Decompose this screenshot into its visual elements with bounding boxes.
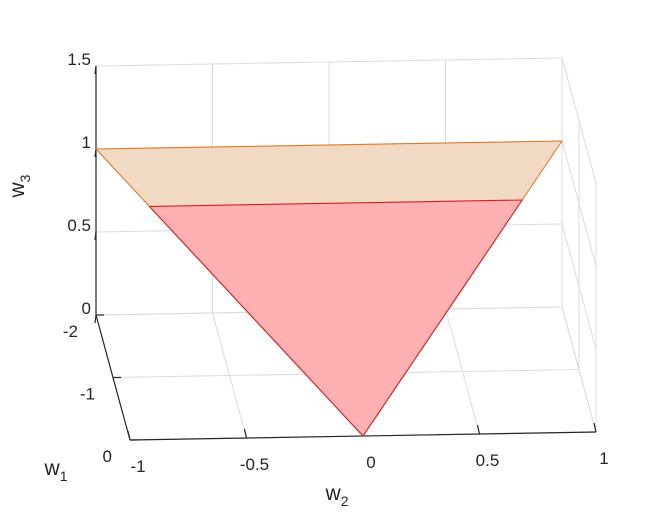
w1-axis-label-text: w1 [44,457,68,484]
w3-axis-label-text: w3 [6,174,33,198]
w2-tick-label: -1 [130,457,145,476]
w2-tick [127,430,131,441]
w3-tick [94,314,97,324]
w2-tick-label: 0 [366,453,375,472]
w2-axis-label-text: w2 [325,482,349,509]
w3-tick [94,148,97,158]
w3-tick-label: 1.5 [67,50,91,69]
surface-2 [148,199,523,437]
surfaces [95,140,563,437]
w2-axis-label: w2 [325,482,349,509]
w2-tick [593,422,597,433]
w2-tick [476,424,481,435]
w2-tick-label: 1 [599,449,608,468]
tick-labels: -1 -0.5 0 0.5 1 -2 -1 0 0 0.5 1 1.5 [63,50,609,476]
w3-tick [94,231,97,241]
w1-axis-label: w1 [44,457,68,484]
grid-line-side-w3 [561,223,597,350]
grid-line-side-w3 [561,57,597,184]
grid-line-side-w3 [561,140,597,267]
grid-line-side-w3 [561,306,597,433]
w1-tick-label: -2 [63,322,78,341]
w1-tick-label: 0 [103,447,112,466]
w3-tick [94,65,97,75]
w2-tick [243,428,248,439]
w1-tick-label: -1 [80,385,95,404]
w2-tick-label: -0.5 [240,455,269,474]
w3-tick-label: 1 [82,133,91,152]
w3-axis-label: w3 [6,174,33,198]
w2-tick-label: 0.5 [476,451,500,470]
w3-tick-label: 0 [82,299,91,318]
w3-tick-label: 0.5 [67,216,91,235]
grid-line-back-w3 [95,57,563,67]
